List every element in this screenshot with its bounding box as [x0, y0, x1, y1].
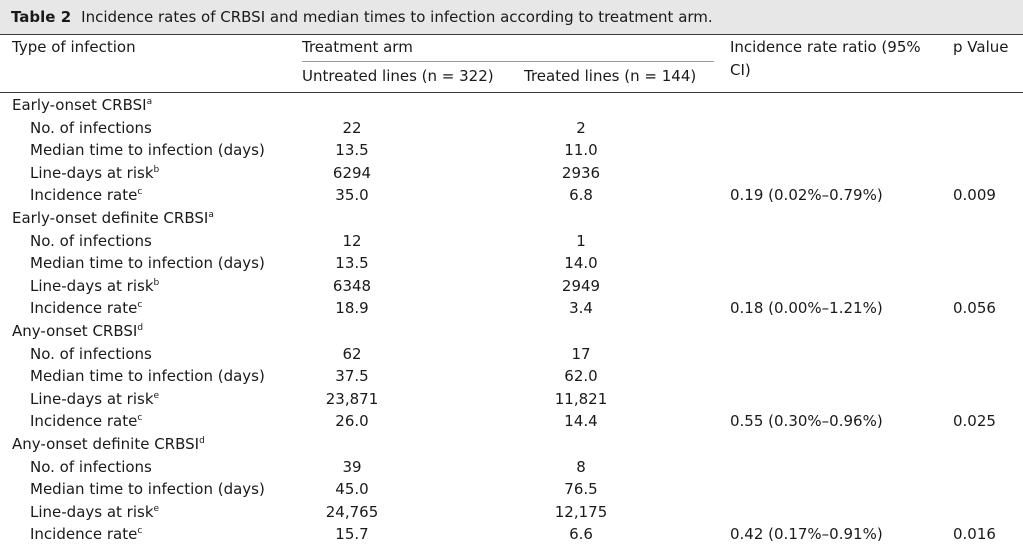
untreated-value: 37.5	[335, 367, 369, 386]
treated-value: 14.4	[564, 412, 598, 431]
untreated-value: 24,765	[325, 502, 379, 521]
untreated-value: 23,871	[325, 389, 379, 408]
header-incidence-rate-ratio-cont: CI)	[730, 61, 751, 79]
incidence-rate-ratio: 0.55 (0.30%–0.96%)	[730, 412, 883, 431]
untreated-value: 39	[342, 457, 362, 476]
treated-value: 2936	[561, 163, 601, 182]
row-label: No. of infections	[30, 231, 152, 250]
row-label: Line-days at riske	[30, 389, 160, 408]
row-label: No. of infections	[30, 118, 152, 137]
row-label: Median time to infection (days)	[30, 480, 265, 499]
p-value: 0.016	[953, 525, 996, 544]
untreated-value: 15.7	[335, 525, 369, 544]
footnote-marker: c	[137, 526, 143, 537]
treated-value: 17	[571, 344, 591, 363]
footnote-marker: d	[199, 436, 205, 446]
header-untreated-lines: Untreated lines (n = 322)	[302, 67, 494, 85]
row-label: No. of infections	[30, 344, 152, 363]
row-label: Median time to infection (days)	[30, 254, 265, 273]
treated-value: 6.8	[569, 186, 593, 205]
p-value: 0.009	[953, 186, 996, 205]
treated-value: 2949	[561, 276, 601, 295]
row-label: Incidence ratec	[30, 299, 143, 318]
incidence-rate-ratio: 0.19 (0.02%–0.79%)	[730, 186, 883, 205]
footnote-marker: a	[208, 210, 214, 220]
group-title: Any-onset definite CRBSId	[12, 435, 205, 453]
row-label: Median time to infection (days)	[30, 367, 265, 386]
footnote-marker: b	[153, 277, 160, 288]
treated-value: 76.5	[564, 480, 598, 499]
row-label: Incidence ratec	[30, 525, 143, 544]
footnote-marker: c	[137, 413, 143, 424]
group-title: Early-onset CRBSIa	[12, 96, 153, 114]
header-p-value: p Value	[953, 38, 1009, 56]
p-value: 0.056	[953, 299, 996, 318]
table-number: Table 2	[11, 8, 72, 26]
treated-value: 8	[576, 457, 586, 476]
untreated-value: 45.0	[335, 480, 369, 499]
treated-value: 1	[576, 231, 586, 250]
treated-value: 62.0	[564, 367, 598, 386]
p-value: 0.025	[953, 412, 996, 431]
treated-value: 11,821	[554, 389, 608, 408]
untreated-value: 6294	[332, 163, 372, 182]
header-top-rule	[0, 34, 1023, 35]
row-label: Line-days at riskb	[30, 163, 160, 182]
treated-value: 6.6	[569, 525, 593, 544]
row-label: Line-days at riskb	[30, 276, 160, 295]
arm-subheader-rule	[302, 61, 714, 62]
untreated-value: 62	[342, 344, 362, 363]
untreated-value: 13.5	[335, 141, 369, 160]
treated-value: 14.0	[564, 254, 598, 273]
footnote-marker: c	[137, 300, 143, 311]
treated-value: 3.4	[569, 299, 593, 318]
header-type-of-infection: Type of infection	[12, 38, 136, 56]
group-title: Early-onset definite CRBSIa	[12, 209, 214, 227]
row-label: Incidence ratec	[30, 412, 143, 431]
row-label: Line-days at riske	[30, 502, 160, 521]
untreated-value: 26.0	[335, 412, 369, 431]
footnote-marker: e	[153, 503, 160, 514]
row-label: No. of infections	[30, 457, 152, 476]
header-treated-lines: Treated lines (n = 144)	[524, 67, 697, 85]
table-caption: Table 2 Incidence rates of CRBSI and medi…	[0, 0, 1023, 34]
footnote-marker: b	[153, 164, 160, 175]
footnote-marker: e	[153, 390, 160, 401]
header-bottom-rule	[0, 92, 1023, 93]
header-incidence-rate-ratio: Incidence rate ratio (95%	[730, 38, 921, 56]
untreated-value: 13.5	[335, 254, 369, 273]
table-title: Incidence rates of CRBSI and median time…	[81, 8, 713, 26]
incidence-rate-ratio: 0.18 (0.00%–1.21%)	[730, 299, 883, 318]
untreated-value: 12	[342, 231, 362, 250]
incidence-rate-ratio: 0.42 (0.17%–0.91%)	[730, 525, 883, 544]
row-label: Median time to infection (days)	[30, 141, 265, 160]
untreated-value: 6348	[332, 276, 372, 295]
untreated-value: 22	[342, 118, 362, 137]
group-title: Any-onset CRBSId	[12, 322, 144, 340]
treated-value: 11.0	[564, 141, 598, 160]
footnote-marker: c	[137, 187, 143, 198]
header-treatment-arm: Treatment arm	[302, 38, 413, 56]
row-label: Incidence ratec	[30, 186, 143, 205]
treated-value: 12,175	[554, 502, 608, 521]
untreated-value: 35.0	[335, 186, 369, 205]
untreated-value: 18.9	[335, 299, 369, 318]
treated-value: 2	[576, 118, 586, 137]
footnote-marker: a	[146, 97, 153, 107]
footnote-marker: d	[137, 323, 144, 333]
